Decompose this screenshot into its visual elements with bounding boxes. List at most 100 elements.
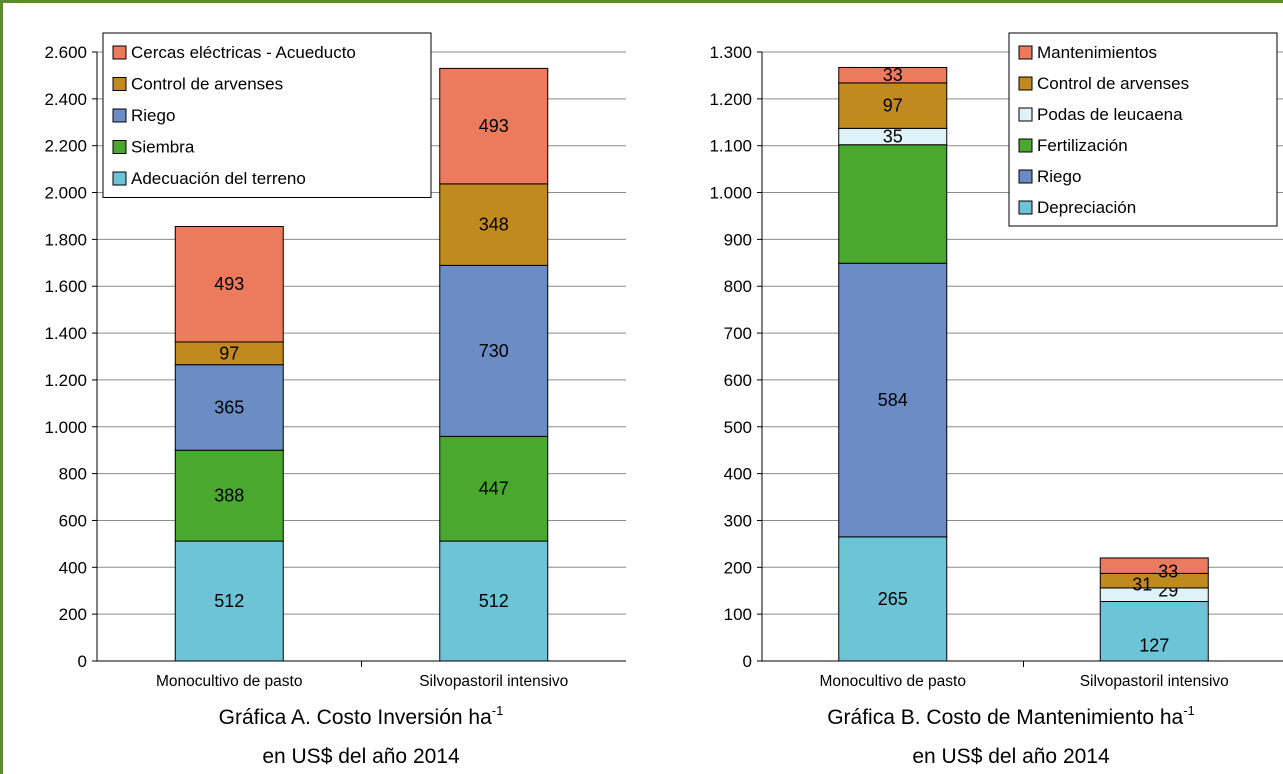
chart-b-legend-swatch [1018,169,1033,184]
chart-a-bar-segment [439,435,549,542]
chart-a-y-tick-label: 1.000 [44,418,87,437]
chart-a-y-tick-label: 0 [78,652,87,671]
chart-b-legend-label: Depreciación [1037,198,1136,217]
chart-b-data-label: 265 [878,589,908,609]
chart-b-data-label: 97 [883,96,903,116]
chart-b-legend-label: Mantenimientos [1037,43,1157,62]
chart-a-title-line1: Gráfica A. Costo Inversión ha-1 [219,703,504,729]
chart-b-data-label: 127 [1139,635,1169,655]
chart-a-y-tick-label: 400 [59,558,87,577]
chart-a-legend-label: Siembra [131,138,195,157]
chart-a-y-tick-label: 1.800 [44,230,87,249]
chart-a-data-label: 730 [479,341,509,361]
chart-a-title-main: Gráfica A. Costo Inversión ha [219,706,492,729]
chart-b-y-tick-label: 300 [724,511,752,530]
chart-b-data-label: 33 [1158,562,1178,582]
chart-b-bar-segment [838,536,948,662]
chart-b-category-label: Silvopastoril intensivo [1080,673,1229,690]
chart-b-data-label: 35 [883,127,903,147]
chart-a-y-tick-label: 800 [59,465,87,484]
chart-b-legend-label: Riego [1037,167,1081,186]
chart-b-y-tick-label: 1.000 [709,184,752,203]
chart-a-title-superscript: -1 [492,703,504,718]
chart-b-y-tick-label: 800 [724,277,752,296]
chart-a-y-tick-label: 2.400 [44,90,87,109]
chart-b-bar-segment [1099,572,1209,589]
chart-a-bar-segment [439,67,549,185]
chart-a-data-label: 493 [479,116,509,136]
chart-b-title-main: Gráfica B. Costo de Mantenimiento ha [827,706,1183,729]
chart-b-y-tick-label: 900 [724,230,752,249]
chart-b-bar-segment [1099,557,1209,574]
chart-b-bar-segment [838,82,948,129]
chart-b-data-label: 584 [878,390,908,410]
chart-b-title-superscript: -1 [1183,703,1195,718]
chart-a-y-tick-label: 1.600 [44,277,87,296]
chart-b-legend-swatch [1018,45,1033,60]
chart-a-legend-label: Control de arvenses [131,75,283,94]
chart-b-y-tick-label: 600 [724,371,752,390]
chart-a-y-tick-label: 1.400 [44,324,87,343]
chart-a-legend-swatch [112,171,127,186]
chart-b-bar-segment [838,262,948,538]
chart-a-legend [102,32,432,198]
chart-a-bar-segment [439,540,549,662]
chart-a-data-label: 348 [479,215,509,235]
chart-a-y-tick-label: 2.600 [44,43,87,62]
chart-b-legend-label: Fertilización [1037,136,1128,155]
chart-a-category-label: Monocultivo de pasto [156,673,302,690]
chart-a-bar-segment [174,226,284,343]
chart-b-bar-segment [1099,587,1209,603]
chart-b-title-line2: en US$ del año 2014 [912,745,1110,768]
chart-a: 0 200 400 600 800 1.000 1.200 1.400 1.600 1.800 2.… [44,32,626,768]
chart-b-legend-label: Podas de leucaena [1037,105,1183,124]
chart-a-data-label: 97 [219,343,239,363]
chart-a-y-tick-label: 200 [59,605,87,624]
chart-a-data-label: 447 [479,479,509,499]
chart-a-y-tick-label: 2.000 [44,184,87,203]
chart-a-legend-swatch [112,140,127,154]
chart-a-title-line2: en US$ del año 2014 [262,745,460,768]
chart-a-legend-label: Riego [131,106,175,125]
chart-b-legend-swatch [1018,107,1033,122]
chart-a-y-tick-label: 1.200 [44,371,87,390]
chart-b-y-tick-label: 200 [724,558,752,577]
chart-b-y-tick-label: 400 [724,465,752,484]
chart-b-data-label: 33 [883,65,903,85]
chart-b-legend [1008,32,1278,227]
chart-b-title-line1: Gráfica B. Costo de Mantenimiento ha-1 [827,703,1195,729]
chart-a-bar-segment [439,264,549,437]
chart-a-data-label: 493 [214,274,244,294]
chart-a-y-tick-label: 600 [59,511,87,530]
chart-a-legend-swatch [112,77,127,91]
chart-b-category-label: Monocultivo de pasto [820,673,966,690]
chart-a-data-label: 365 [214,397,244,417]
chart-b-bar-segment [838,144,948,264]
chart-b-legend-swatch [1018,76,1033,91]
chart-a-data-label: 512 [214,591,244,611]
chart-a-legend-label: Cercas eléctricas - Acueducto [131,43,356,62]
chart-a-bar-segment [174,449,284,542]
chart-a-category-label: Silvopastoril intensivo [419,673,568,690]
chart-a-y-tick-label: 2.200 [44,137,87,156]
chart-b-legend-swatch [1018,138,1033,153]
chart-b-y-tick-label: 100 [724,605,752,624]
chart-b-y-tick-label: 700 [724,324,752,343]
chart-b-y-tick-label: 0 [743,652,752,671]
chart-a-data-label: 512 [479,591,509,611]
chart-a-legend-label: Adecuación del terreno [131,169,306,188]
chart-b-legend-label: Control de arvenses [1037,74,1189,93]
chart-b-y-tick-label: 500 [724,418,752,437]
chart-b-bar-segment [838,66,948,84]
chart-b-bar-segment [1099,601,1209,662]
chart-a-legend-swatch [112,108,127,123]
chart-a-legend-swatch [112,45,127,60]
chart-b-y-tick-label: 1.300 [709,43,752,62]
chart-a-bar-segment [174,540,284,662]
chart-b-y-tick-label: 1.100 [709,137,752,156]
chart-a-bar-segment [174,364,284,451]
chart-b-legend-swatch [1018,200,1033,215]
chart-b-data-label: 31 [1132,575,1152,595]
chart-b: 0 100 200 300 400 500 600 700 800 900 1.000 1.100 1.… [709,32,1283,768]
